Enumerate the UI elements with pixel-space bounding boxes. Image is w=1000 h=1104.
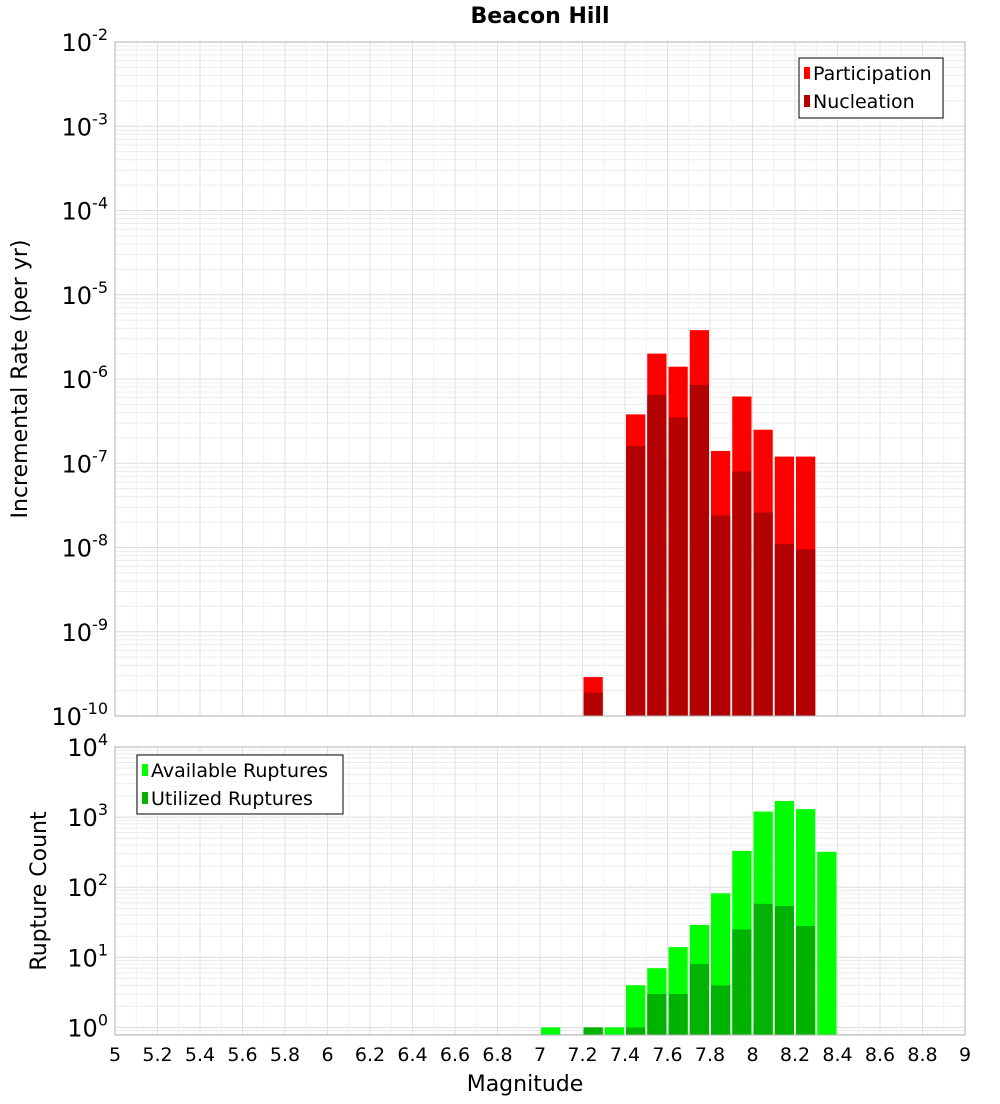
y-tick-label: 10-6 [62,362,109,394]
bar [732,471,752,716]
bar [796,549,816,716]
x-tick-labels: 5 5.2 5.4 5.6 5.8 6 6.2 6.4 6.6 6.8 7 7.2 7.4 7.6 7.8 8… [109,1044,971,1066]
x-tick-label: 6.6 [440,1044,470,1066]
x-tick-label: 7.6 [652,1044,682,1066]
legend-swatch [804,67,810,79]
x-tick-label: 8.8 [907,1044,937,1066]
legend-label: Utilized Ruptures [151,788,313,810]
bar [817,851,837,1035]
x-tick-label: 7.8 [695,1044,725,1066]
x-tick-label: 7 [534,1044,546,1066]
plot-border [114,746,966,1036]
x-tick-label: 7.2 [567,1044,597,1066]
y-tick-label: 10-3 [62,109,109,141]
bar [647,993,667,1035]
series-utilized-ruptures [583,903,816,1035]
y-tick-label: 101 [67,940,108,972]
y-axis-label: Rupture Count [27,811,52,971]
y-tick-label: 103 [67,800,108,832]
chart-title: Beacon Hill [470,4,609,29]
x-tick-label: 5.6 [227,1044,257,1066]
y-tick-label: 104 [67,730,108,762]
x-tick-label: 5.4 [185,1044,215,1066]
legend-box [136,754,344,815]
y-tick-label: 10-10 [51,699,108,731]
bar [774,905,794,1035]
plot-border [114,41,966,717]
bar [753,512,773,716]
x-tick-label: 6 [321,1044,333,1066]
x-tick-label: 5.2 [142,1044,172,1066]
bar [647,394,667,716]
x-tick-label: 5 [109,1044,121,1066]
x-tick-label: 8.6 [865,1044,895,1066]
y-tick-label: 10-2 [62,25,109,57]
bar [796,925,816,1035]
bar [668,417,688,716]
legend-label: Nucleation [813,91,915,113]
y-tick-label: 10-4 [62,194,109,226]
bar [753,903,773,1035]
y-tick-label: 102 [67,870,108,902]
legend-swatch [142,792,148,804]
chart-panel-1: 10-2 10-3 10-4 10-5 10-6 10-7 10-8 10-9 10-10 Bea… [8,4,966,731]
legend: Available Ruptures Utilized Ruptures [136,754,344,815]
bar [604,1027,624,1035]
y-tick-label: 10-9 [62,615,109,647]
x-tick-label: 8.2 [780,1044,810,1066]
bar [583,692,603,716]
y-tick-labels: 10-2 10-3 10-4 10-5 10-6 10-7 10-8 10-9 10-10 [51,25,108,731]
x-tick-label: 6.4 [397,1044,427,1066]
bar [668,993,688,1035]
x-tick-label: 5.8 [270,1044,300,1066]
bar [626,985,646,1035]
bar [626,1027,646,1035]
legend-box [798,57,944,119]
x-tick-label: 8 [746,1044,758,1066]
y-tick-label: 10-7 [62,446,109,478]
legend-label: Participation [813,63,932,85]
legend-swatch [804,95,810,107]
y-tick-labels: 104 103 102 101 100 [67,730,108,1042]
legend-label: Available Ruptures [151,760,328,782]
bar [689,384,709,716]
legend-swatch [142,764,148,776]
x-tick-label: 8.4 [822,1044,852,1066]
bar [711,515,731,716]
legend: Participation Nucleation [798,57,944,119]
x-tick-label: 6.2 [355,1044,385,1066]
bar [732,929,752,1035]
bar [774,544,794,716]
series-nucleation [583,384,816,716]
bar [541,1027,561,1035]
bar [626,446,646,716]
x-tick-label: 6.8 [482,1044,512,1066]
y-tick-label: 10-5 [62,278,109,310]
y-axis-label: Incremental Rate (per yr) [8,240,33,519]
x-tick-label: 9 [959,1044,971,1066]
x-axis-label: Magnitude [467,1072,584,1097]
gridlines [114,41,966,717]
x-tick-label: 7.4 [610,1044,640,1066]
bar [583,1027,603,1035]
bar [711,985,731,1035]
y-tick-label: 10-8 [62,531,109,563]
y-tick-label: 100 [67,1010,108,1042]
bar [689,964,709,1035]
